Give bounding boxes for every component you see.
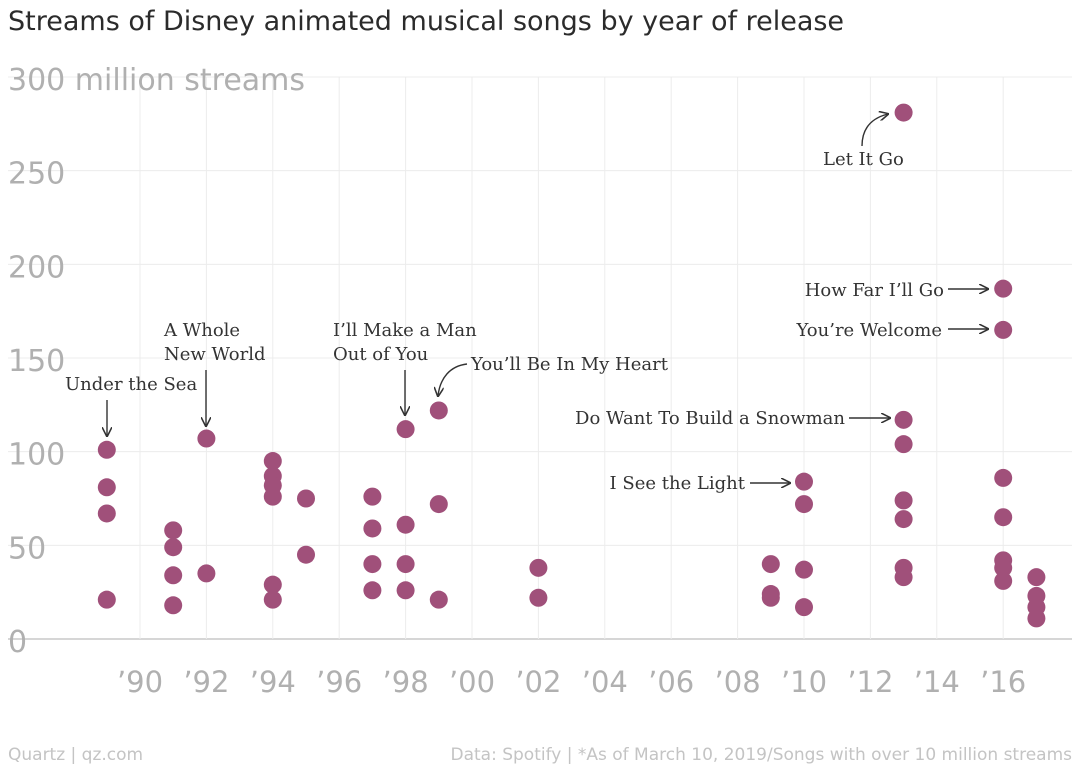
annotation-line: I’ll Make a Man	[333, 320, 477, 341]
footer-source-right: Data: Spotify | *As of March 10, 2019/So…	[450, 745, 1072, 765]
data-point	[994, 571, 1013, 590]
arrow-let-it-go	[861, 114, 888, 147]
data-point	[761, 588, 780, 607]
y-tick-label: 50	[8, 531, 46, 566]
data-point	[894, 435, 913, 454]
data-point	[795, 560, 813, 579]
data-point	[97, 478, 116, 497]
data-point	[529, 558, 548, 577]
data-point	[994, 508, 1013, 527]
y-tick-label: 200	[8, 250, 65, 285]
y-tick-label: 250	[8, 157, 65, 192]
data-point	[795, 598, 813, 617]
data-point	[363, 555, 382, 574]
data-point	[363, 487, 382, 506]
y-axis-tick-labels: 300 million streams 250 200 150 100 50 0	[8, 63, 305, 660]
data-point	[263, 487, 282, 506]
data-point	[197, 564, 216, 583]
data-point	[994, 320, 1013, 339]
annotation-youre-welcome: You’re Welcome	[795, 320, 942, 341]
data-point	[263, 452, 282, 471]
annotation-do-want-to-build-a-snowman: Do Want To Build a Snowman	[575, 408, 845, 429]
data-point	[396, 581, 415, 600]
x-tick-label: ’92	[183, 665, 229, 699]
annotation-labels: Under the Sea A Whole New World I’ll Make…	[65, 149, 944, 494]
data-point	[994, 279, 1013, 298]
x-tick-label: ’10	[781, 665, 827, 699]
data-point	[761, 555, 780, 574]
data-point	[429, 590, 448, 609]
annotation-how-far-ill-go: How Far I’ll Go	[805, 280, 944, 301]
data-point	[1027, 568, 1046, 587]
data-point	[263, 590, 282, 609]
data-point	[396, 515, 415, 534]
y-tick-label: 300 million streams	[8, 63, 305, 98]
footer-source-left: Quartz | qz.com	[8, 745, 143, 765]
data-point	[396, 555, 415, 574]
data-point	[795, 472, 813, 491]
data-point	[363, 581, 382, 600]
x-tick-label: ’16	[980, 665, 1026, 699]
data-point	[164, 596, 183, 615]
annotation-a-whole-new-world: A Whole New World	[163, 320, 266, 365]
data-point	[894, 568, 913, 587]
x-tick-label: ’00	[449, 665, 495, 699]
annotation-line: Out of You	[333, 344, 428, 365]
x-tick-label: ’90	[117, 665, 163, 699]
data-point	[894, 410, 913, 429]
annotation-line: A Whole	[163, 320, 240, 341]
data-point	[164, 521, 183, 540]
data-point	[1027, 609, 1046, 628]
data-point	[429, 401, 448, 420]
data-point	[894, 491, 913, 510]
data-point	[97, 504, 116, 523]
y-tick-label: 0	[8, 625, 27, 660]
annotation-under-the-sea: Under the Sea	[65, 374, 197, 395]
data-point	[97, 440, 116, 459]
x-tick-label: ’04	[582, 665, 628, 699]
x-tick-label: ’08	[715, 665, 761, 699]
x-tick-label: ’94	[250, 665, 296, 699]
grid-layer	[8, 76, 1072, 640]
annotation-youll-be-in-my-heart: You’ll Be In My Heart	[470, 354, 669, 375]
data-point	[894, 103, 913, 122]
y-tick-label: 100	[8, 438, 65, 473]
data-point	[197, 429, 216, 448]
annotation-i-see-the-light: I See the Light	[610, 473, 746, 494]
data-point	[529, 588, 548, 607]
data-point	[297, 545, 315, 564]
x-tick-label: ’02	[515, 665, 561, 699]
data-point	[297, 489, 315, 508]
arrow-youll-be-in-my-heart	[438, 363, 468, 396]
data-point	[429, 495, 448, 514]
chart-title: Streams of Disney animated musical songs…	[8, 6, 844, 37]
annotation-arrows	[107, 114, 988, 483]
data-point	[994, 558, 1013, 577]
x-tick-label: ’06	[648, 665, 694, 699]
data-point	[97, 590, 116, 609]
data-points	[97, 103, 1046, 628]
data-point	[164, 538, 183, 557]
data-point	[396, 420, 415, 439]
data-point	[263, 575, 282, 594]
x-tick-label: ’12	[847, 665, 893, 699]
data-point	[164, 566, 183, 585]
annotation-let-it-go: Let It Go	[823, 149, 904, 170]
x-axis-tick-labels: ’90 ’92 ’94 ’96 ’98 ’00 ’02 ’04 ’06 ’08 ’10 ’12 ’14 ’…	[117, 665, 1026, 699]
data-point	[363, 519, 382, 538]
x-tick-label: ’96	[316, 665, 362, 699]
data-point	[894, 510, 913, 529]
y-tick-label: 150	[8, 344, 65, 379]
annotation-ill-make-a-man-out-of-you: I’ll Make a Man Out of You	[333, 320, 477, 365]
data-point	[795, 495, 813, 514]
annotation-line: New World	[164, 344, 266, 365]
x-tick-label: ’98	[383, 665, 429, 699]
x-tick-label: ’14	[914, 665, 960, 699]
data-point	[994, 468, 1013, 487]
